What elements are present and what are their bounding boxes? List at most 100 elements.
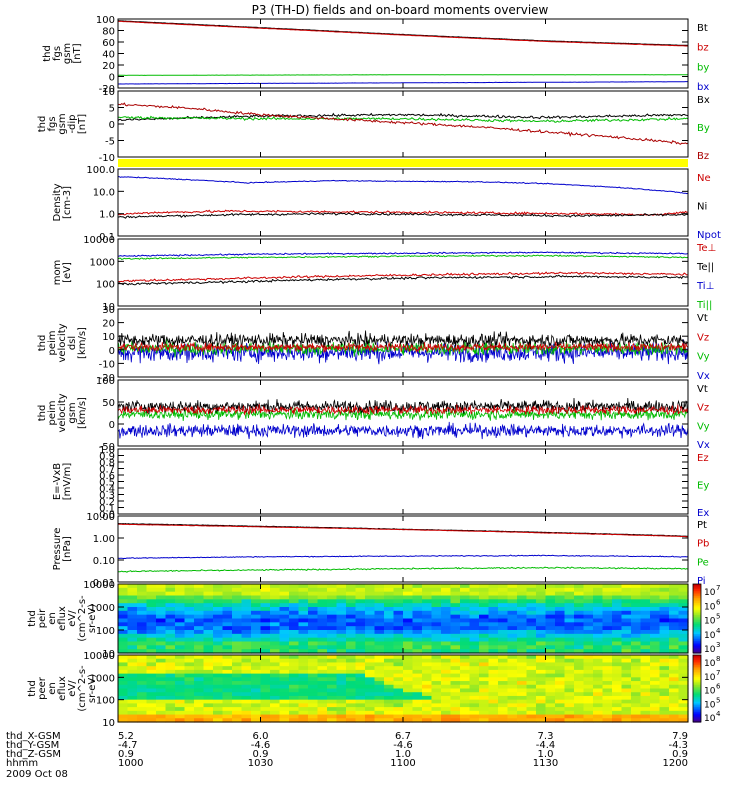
heatmap-cell — [241, 655, 252, 660]
heatmap-cell — [270, 707, 281, 712]
legend-entry: Bx — [697, 95, 710, 106]
heatmap-cell — [222, 673, 233, 678]
x-row-value: 5.2 — [118, 731, 134, 742]
heatmap-cell — [346, 710, 357, 716]
heatmap-cell — [640, 718, 651, 723]
heatmap-cell — [270, 591, 281, 597]
y-axis-label-line: thd — [27, 610, 38, 627]
heatmap-cell — [545, 622, 556, 627]
heatmap-cell — [327, 695, 338, 701]
heatmap-cell — [678, 641, 689, 646]
heatmap-cell — [175, 626, 186, 631]
y-tick-label: -20 — [99, 84, 115, 95]
heatmap-cell — [669, 666, 680, 671]
heatmap-cell — [251, 603, 262, 608]
heatmap-cell — [650, 626, 661, 631]
heatmap-cell — [488, 658, 499, 664]
heatmap-cell — [118, 587, 129, 593]
x-row-value: 6.7 — [395, 731, 411, 742]
heatmap-cell — [602, 703, 613, 708]
heatmap-cell — [669, 718, 680, 723]
heatmap-cell — [545, 655, 556, 660]
heatmap-cell — [412, 614, 423, 620]
heatmap-cell — [308, 714, 319, 719]
y-tick-label: -5 — [105, 137, 115, 148]
heatmap-cell — [412, 684, 423, 690]
heatmap-cell — [517, 673, 528, 678]
heatmap-cell — [678, 662, 689, 667]
heatmap-cell — [460, 584, 471, 589]
heatmap-cell — [498, 655, 509, 660]
y-tick-label: 80 — [102, 27, 115, 38]
heatmap-cell — [355, 595, 366, 600]
heatmap-cell — [289, 614, 300, 620]
heatmap-cell — [507, 662, 518, 667]
heatmap-cell — [640, 633, 651, 639]
heatmap-cell — [317, 718, 328, 723]
heatmap-cell — [374, 603, 385, 608]
heatmap-cell — [222, 718, 233, 723]
heatmap-cell — [213, 618, 224, 623]
heatmap-cell — [479, 673, 490, 678]
colorbar-cell — [693, 713, 701, 716]
heatmap-cell — [593, 603, 604, 608]
colorbar-label: 10 — [704, 673, 716, 683]
heatmap-cell — [507, 599, 518, 604]
heatmap-cell — [479, 637, 490, 643]
heatmap-cell — [507, 630, 518, 635]
colorbar-cell — [693, 618, 701, 621]
heatmap-cell — [488, 681, 499, 686]
heatmap-cell — [127, 599, 138, 604]
heatmap-cell — [137, 669, 148, 675]
heatmap-cell — [327, 688, 338, 693]
heatmap-cell — [526, 584, 537, 589]
heatmap-cell — [327, 587, 338, 593]
heatmap-cell — [374, 707, 385, 712]
heatmap-cell — [659, 618, 670, 623]
heatmap-cell — [232, 591, 243, 597]
heatmap-cell — [308, 695, 319, 701]
heatmap-cell — [422, 637, 433, 643]
yellow-bar — [118, 159, 688, 167]
heatmap-cell — [469, 587, 480, 593]
heatmap-cell — [441, 699, 452, 704]
heatmap-cell — [526, 707, 537, 712]
colorbar-frame — [692, 583, 702, 654]
heatmap-cell — [251, 658, 262, 664]
heatmap-cell — [621, 633, 632, 639]
heatmap-cell — [469, 622, 480, 627]
heatmap-cell — [279, 677, 290, 682]
heatmap-cell — [517, 649, 528, 654]
heatmap-cell — [232, 641, 243, 646]
heatmap-cell — [488, 641, 499, 646]
heatmap-cell — [308, 707, 319, 712]
heatmap-cell — [232, 595, 243, 600]
heatmap-cell — [298, 688, 309, 693]
heatmap-cell — [127, 684, 138, 690]
x-row-value: 1200 — [663, 758, 688, 769]
y-axis-label-line: sr-eV) — [87, 674, 98, 703]
y-axis-label-line: E=-VxB — [52, 463, 63, 500]
heatmap-cell — [441, 688, 452, 693]
heatmap-cell — [184, 645, 195, 650]
heatmap-cell — [327, 658, 338, 664]
heatmap-cell — [241, 610, 252, 616]
y-tick-label: 10000 — [83, 235, 115, 246]
heatmap-cell — [374, 637, 385, 643]
y-tick-label: 10000 — [83, 651, 115, 662]
heatmap-cell — [289, 677, 300, 682]
heatmap-cell — [298, 684, 309, 690]
heatmap-cell — [222, 603, 233, 608]
heatmap-cell — [669, 669, 680, 675]
heatmap-cell — [498, 703, 509, 708]
heatmap-cell — [555, 614, 566, 620]
heatmap-cell — [469, 618, 480, 623]
heatmap-cell — [374, 662, 385, 667]
heatmap-cell — [203, 710, 214, 716]
heatmap-cell — [441, 607, 452, 612]
heatmap-cell — [308, 703, 319, 708]
heatmap-cell — [602, 630, 613, 635]
heatmap-cell — [175, 684, 186, 690]
heatmap-cell — [260, 695, 271, 701]
heatmap-cell — [659, 599, 670, 604]
